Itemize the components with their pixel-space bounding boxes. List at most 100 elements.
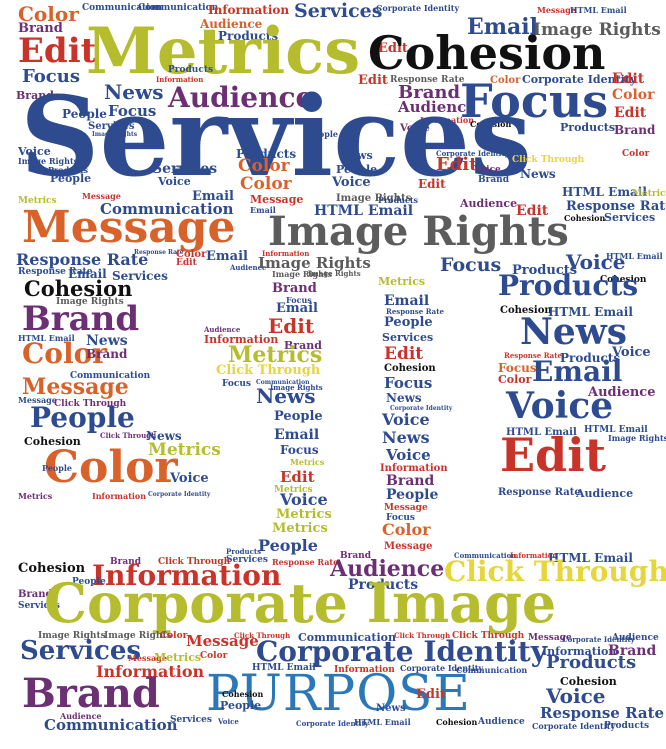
word-message: Message: [18, 395, 57, 405]
word-metrics: Metrics: [228, 342, 323, 368]
word-email: Email: [532, 355, 623, 388]
word-response-rate: Response Rate: [390, 75, 465, 85]
word-information: Information: [380, 463, 448, 474]
word-image-rights: Image Rights: [258, 254, 371, 272]
word-cohesion: Cohesion: [436, 717, 478, 727]
word-image-rights: Image Rights: [38, 631, 106, 641]
word-image-rights: Image Rights: [56, 297, 124, 307]
word-cohesion: Cohesion: [24, 276, 133, 301]
word-response-rate: Response Rate: [386, 307, 444, 316]
word-people: People: [50, 172, 92, 185]
word-html-email: HTML Email: [570, 5, 627, 15]
word-information: Information: [208, 3, 290, 17]
word-response-rate: Response Rate: [272, 557, 339, 567]
word-voice: Voice: [612, 345, 651, 360]
word-communication: Communication: [44, 716, 178, 734]
word-cohesion: Cohesion: [384, 363, 436, 374]
word-people: People: [42, 463, 72, 473]
word-information: Information: [92, 491, 147, 501]
word-color: Color: [160, 631, 188, 641]
word-brand: Brand: [478, 175, 510, 185]
word-people: People: [384, 315, 433, 330]
word-focus: Focus: [22, 66, 80, 87]
word-cohesion: Cohesion: [560, 675, 617, 688]
word-news: News: [376, 703, 406, 714]
word-html-email: HTML Email: [18, 333, 75, 343]
word-corporate-identity: Corporate Identity: [390, 405, 453, 412]
word-products: Products: [226, 547, 262, 556]
word-click-through: Click Through: [54, 399, 127, 409]
word-message: Message: [22, 374, 129, 400]
word-services: Services: [294, 0, 383, 22]
word-cohesion: Cohesion: [24, 435, 81, 448]
word-image-rights: Image Rights: [270, 383, 323, 392]
word-color: Color: [490, 75, 521, 86]
word-email: Email: [467, 14, 539, 40]
word-services: Services: [112, 269, 168, 283]
word-people: People: [220, 699, 262, 712]
word-edit: Edit: [280, 468, 315, 486]
word-products: Products: [236, 147, 297, 161]
word-focus: Focus: [222, 379, 251, 389]
word-edit: Edit: [268, 314, 315, 338]
word-products: Products: [348, 577, 419, 593]
word-products: Products: [604, 721, 650, 731]
word-metrics: Metrics: [86, 14, 361, 89]
word-news: News: [146, 429, 182, 443]
word-response-rate: Response Rate: [540, 704, 665, 722]
word-brand: Brand: [284, 339, 322, 352]
word-html-email: HTML Email: [506, 427, 577, 438]
word-metrics: Metrics: [18, 196, 57, 206]
word-communication: Communication: [70, 371, 151, 381]
word-color: Color: [176, 249, 207, 260]
word-metrics: Metrics: [148, 440, 221, 460]
word-corporate-identity: Corporate Identity: [522, 73, 637, 86]
word-services-large: Services: [20, 72, 532, 201]
word-click-through: Click Through: [158, 557, 231, 567]
word-communication: Communication: [454, 551, 517, 560]
word-voice: Voice: [400, 123, 430, 134]
word-brand: Brand: [398, 82, 461, 103]
word-message: Message: [384, 541, 433, 552]
word-message: Message: [186, 632, 259, 650]
word-cohesion: Cohesion: [600, 275, 647, 285]
word-news: News: [104, 80, 164, 104]
word-color: Color: [382, 520, 431, 539]
word-corporate-identity: Corporate Identity: [400, 663, 484, 673]
word-html-email: HTML Email: [314, 203, 414, 219]
word-products: Products: [560, 121, 616, 134]
word-cohesion: Cohesion: [500, 305, 552, 316]
word-focus: Focus: [498, 361, 537, 375]
word-news: News: [520, 311, 628, 353]
word-image-rights: Image Rights: [268, 208, 569, 255]
word-email: Email: [68, 267, 107, 281]
word-services: Services: [20, 636, 142, 666]
word-information: Information: [156, 75, 204, 84]
word-information: Information: [96, 662, 205, 681]
word-people: People: [274, 409, 323, 424]
word-click-through: Click Through: [444, 555, 666, 588]
word-information: Information: [510, 551, 558, 560]
word-image-rights: Image Rights: [104, 631, 172, 641]
word-information: Information: [262, 249, 310, 258]
word-email: Email: [192, 189, 234, 204]
word-focus: Focus: [384, 374, 433, 392]
word-brand: Brand: [86, 347, 128, 361]
word-edit: Edit: [516, 203, 549, 219]
word-response-rate: Response Rate: [134, 249, 184, 256]
word-audience: Audience: [200, 17, 263, 31]
word-focus: Focus: [286, 295, 312, 305]
word-html-email: HTML Email: [562, 185, 647, 199]
word-audience: Audience: [168, 81, 314, 114]
word-voice: Voice: [332, 175, 371, 190]
word-metrics: Metrics: [272, 521, 328, 536]
word-metrics: Metrics: [632, 189, 666, 199]
word-products: Products: [546, 652, 637, 673]
word-cohesion: Cohesion: [222, 689, 264, 699]
word-brand: Brand: [18, 589, 53, 600]
word-news: News: [520, 167, 556, 181]
word-image-rights: Image Rights: [272, 269, 333, 279]
word-voice: Voice: [474, 165, 501, 175]
word-products: Products: [168, 65, 214, 75]
word-color: Color: [622, 149, 650, 159]
